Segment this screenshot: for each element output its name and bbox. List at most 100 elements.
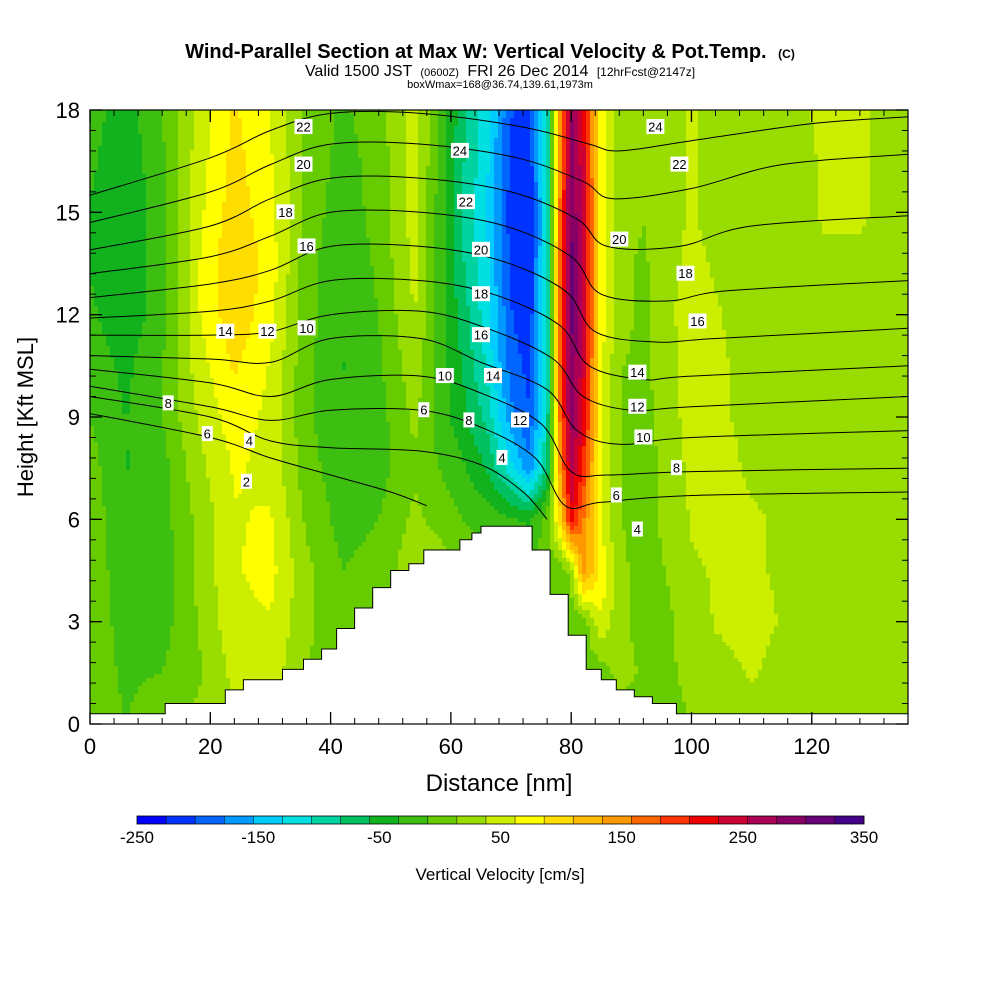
- heatmap-cell: [650, 166, 655, 171]
- heatmap-cell: [886, 110, 891, 115]
- heatmap-cell: [190, 202, 195, 207]
- heatmap-cell: [358, 154, 363, 159]
- heatmap-cell: [662, 178, 667, 183]
- heatmap-cell: [734, 110, 739, 115]
- heatmap-cell: [350, 190, 355, 195]
- heatmap-cell: [178, 186, 183, 191]
- heatmap-cell: [886, 170, 891, 175]
- heatmap-cell: [574, 198, 579, 203]
- heatmap-cell: [778, 194, 783, 199]
- heatmap-cell: [594, 110, 599, 115]
- heatmap-cell: [246, 110, 251, 115]
- heatmap-cell: [314, 202, 319, 207]
- heatmap-cell: [434, 174, 439, 179]
- heatmap-cell: [214, 150, 219, 155]
- heatmap-cell: [774, 186, 779, 191]
- heatmap-cell: [850, 146, 855, 151]
- heatmap-cell: [570, 198, 575, 203]
- heatmap-cell: [230, 186, 235, 191]
- heatmap-cell: [478, 162, 483, 167]
- heatmap-cell: [830, 146, 835, 151]
- heatmap-cell: [102, 118, 107, 123]
- heatmap-cell: [642, 182, 647, 187]
- heatmap-cell: [474, 190, 479, 195]
- heatmap-cell: [558, 194, 563, 199]
- heatmap-cell: [598, 198, 603, 203]
- heatmap-cell: [818, 110, 823, 115]
- heatmap-cell: [898, 130, 903, 135]
- heatmap-cell: [662, 170, 667, 175]
- heatmap-cell: [790, 154, 795, 159]
- heatmap-cell: [498, 142, 503, 147]
- heatmap-cell: [546, 138, 551, 143]
- heatmap-cell: [826, 194, 831, 199]
- heatmap-cell: [458, 130, 463, 135]
- heatmap-cell: [270, 134, 275, 139]
- heatmap-cell: [850, 122, 855, 127]
- heatmap-cell: [182, 202, 187, 207]
- heatmap-cell: [642, 198, 647, 203]
- heatmap-cell: [182, 178, 187, 183]
- heatmap-cell: [886, 182, 891, 187]
- heatmap-cell: [234, 130, 239, 135]
- heatmap-cell: [434, 170, 439, 175]
- heatmap-cell: [898, 122, 903, 127]
- heatmap-cell: [730, 190, 735, 195]
- heatmap-cell: [774, 138, 779, 143]
- heatmap-cell: [598, 158, 603, 163]
- heatmap-cell: [618, 118, 623, 123]
- heatmap-cell: [166, 166, 171, 171]
- heatmap-cell: [566, 154, 571, 159]
- heatmap-cell: [538, 146, 543, 151]
- heatmap-cell: [830, 190, 835, 195]
- heatmap-cell: [414, 158, 419, 163]
- heatmap-cell: [282, 186, 287, 191]
- heatmap-cell: [770, 122, 775, 127]
- heatmap-cell: [766, 194, 771, 199]
- heatmap-cell: [134, 154, 139, 159]
- heatmap-cell: [666, 126, 671, 131]
- heatmap-cell: [454, 130, 459, 135]
- heatmap-cell: [250, 118, 255, 123]
- heatmap-cell: [326, 130, 331, 135]
- heatmap-cell: [238, 190, 243, 195]
- heatmap-cell: [586, 158, 591, 163]
- heatmap-cell: [458, 138, 463, 143]
- heatmap-cell: [538, 194, 543, 199]
- heatmap-cell: [262, 182, 267, 187]
- heatmap-cell: [442, 158, 447, 163]
- heatmap-cell: [658, 150, 663, 155]
- heatmap-cell: [774, 122, 779, 127]
- heatmap-cell: [142, 190, 147, 195]
- heatmap-cell: [422, 182, 427, 187]
- heatmap-cell: [530, 134, 535, 139]
- heatmap-cell: [790, 130, 795, 135]
- heatmap-cell: [794, 170, 799, 175]
- heatmap-cell: [758, 138, 763, 143]
- heatmap-cell: [130, 114, 135, 119]
- heatmap-cell: [870, 186, 875, 191]
- heatmap-cell: [362, 186, 367, 191]
- heatmap-cell: [526, 166, 531, 171]
- heatmap-cell: [190, 186, 195, 191]
- heatmap-cell: [226, 170, 231, 175]
- heatmap-cell: [746, 142, 751, 147]
- heatmap-cell: [570, 122, 575, 127]
- heatmap-cell: [726, 166, 731, 171]
- heatmap-cell: [734, 126, 739, 131]
- heatmap-cell: [286, 162, 291, 167]
- heatmap-cell: [798, 198, 803, 203]
- heatmap-cell: [282, 130, 287, 135]
- heatmap-cell: [146, 126, 151, 131]
- heatmap-cell: [258, 150, 263, 155]
- heatmap-cell: [594, 182, 599, 187]
- heatmap-cell: [470, 166, 475, 171]
- heatmap-cell: [474, 122, 479, 127]
- heatmap-cell: [378, 126, 383, 131]
- heatmap-cell: [782, 110, 787, 115]
- heatmap-cell: [218, 134, 223, 139]
- heatmap-cell: [862, 190, 867, 195]
- heatmap-cell: [330, 134, 335, 139]
- heatmap-cell: [718, 142, 723, 147]
- heatmap-cell: [810, 146, 815, 151]
